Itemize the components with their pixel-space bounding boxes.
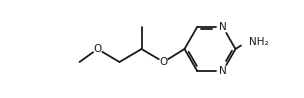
Text: NH₂: NH₂ — [248, 37, 268, 47]
Text: O: O — [159, 57, 168, 67]
Text: O: O — [93, 44, 102, 54]
Text: N: N — [219, 22, 226, 32]
Text: N: N — [219, 66, 226, 76]
